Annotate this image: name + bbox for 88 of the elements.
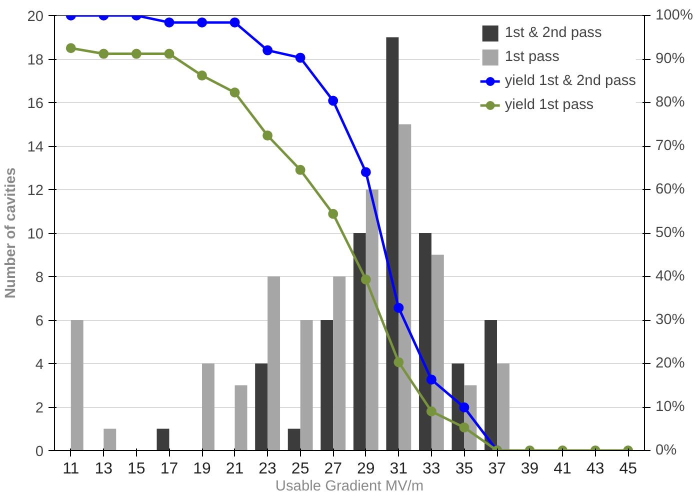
y2-tick-label: 80% — [656, 94, 685, 110]
point — [131, 48, 142, 59]
point — [360, 167, 371, 178]
point — [197, 17, 207, 28]
bar — [418, 233, 432, 450]
x-tick-label: 17 — [160, 460, 178, 478]
y2-tick-label: 10% — [656, 399, 685, 415]
y-tick-label: 8 — [35, 270, 44, 286]
point — [164, 17, 174, 28]
point — [164, 48, 174, 59]
x-tick-label: 23 — [258, 460, 277, 478]
x-tick-label: 33 — [422, 460, 440, 478]
point — [98, 48, 109, 59]
x-tick-label: 25 — [291, 460, 310, 478]
x-tick-label: 21 — [226, 460, 244, 478]
point — [197, 70, 207, 81]
y-tick-label: 12 — [27, 183, 44, 199]
point — [459, 402, 470, 412]
y2-tick-label: 40% — [656, 268, 685, 284]
y-tick-label: 20 — [27, 9, 44, 25]
y-tick-label: 4 — [35, 357, 44, 373]
y-tick-label: 6 — [35, 314, 44, 330]
x-tick-label: 39 — [520, 460, 539, 478]
point — [394, 302, 404, 313]
legend-label: 1st pass — [504, 49, 560, 65]
y2-tick-label: 60% — [656, 182, 685, 198]
y-tick-label: 2 — [35, 400, 44, 416]
bar — [300, 320, 313, 450]
x-tick-label: 11 — [62, 460, 80, 478]
point — [262, 130, 273, 141]
x-tick-label: 13 — [94, 460, 113, 478]
bar — [497, 364, 510, 450]
point — [394, 357, 404, 368]
x-tick-label: 35 — [455, 460, 474, 478]
x-tick-label: 27 — [324, 460, 342, 478]
y2-tick-label: 70% — [656, 138, 685, 154]
y2-tick-label: 90% — [656, 51, 685, 67]
x-axis-title: Usable Gradient MV/m — [275, 478, 424, 494]
point — [230, 17, 240, 28]
x-tick-label: 19 — [193, 460, 211, 478]
y2-tick-label: 50% — [656, 225, 685, 241]
bar — [70, 320, 84, 450]
x-tick-label: 45 — [619, 460, 638, 478]
x-tick-label: 37 — [488, 460, 506, 478]
x-tick-label: 41 — [554, 460, 572, 478]
point — [328, 208, 338, 219]
point — [295, 52, 306, 63]
bar — [484, 320, 497, 450]
point — [295, 164, 306, 175]
y2-tick-label: 30% — [656, 312, 685, 328]
y-axis-title: Number of cavities — [3, 167, 20, 299]
y-tick-label: 16 — [27, 96, 44, 112]
x-tick-label: 43 — [586, 460, 604, 478]
x-tick-label: 31 — [390, 460, 408, 478]
y-tick-label: 18 — [27, 52, 44, 68]
bar — [268, 276, 280, 450]
bar — [288, 428, 300, 450]
bar — [353, 233, 366, 450]
bar — [156, 428, 170, 450]
bar — [333, 276, 346, 450]
legend-label: 1st & 2nd pass — [504, 25, 602, 41]
bar — [234, 385, 248, 450]
legend-label: yield 1st pass — [504, 97, 594, 113]
point — [459, 422, 470, 432]
x-tick-label: 15 — [128, 460, 146, 478]
y2-tick-label: 100% — [656, 8, 693, 24]
y2-tick-label: 0% — [656, 442, 677, 458]
bar — [398, 124, 412, 450]
bar — [255, 364, 268, 450]
bar — [431, 254, 444, 450]
legend-label: yield 1st & 2nd pass — [504, 73, 636, 89]
bar — [202, 364, 214, 450]
bar — [366, 190, 378, 450]
bar — [104, 428, 116, 450]
x-tick-label: 29 — [356, 460, 375, 478]
point — [426, 374, 436, 385]
point — [360, 274, 371, 285]
point — [230, 88, 240, 98]
bar — [320, 320, 334, 450]
y2-tick-label: 20% — [656, 356, 685, 372]
point — [426, 406, 436, 416]
y-tick-label: 10 — [27, 226, 44, 242]
y-tick-label: 14 — [27, 140, 44, 156]
point — [66, 43, 76, 54]
point — [328, 96, 338, 106]
y-tick-label: 0 — [35, 444, 44, 460]
point — [262, 45, 273, 56]
bar — [386, 37, 399, 450]
